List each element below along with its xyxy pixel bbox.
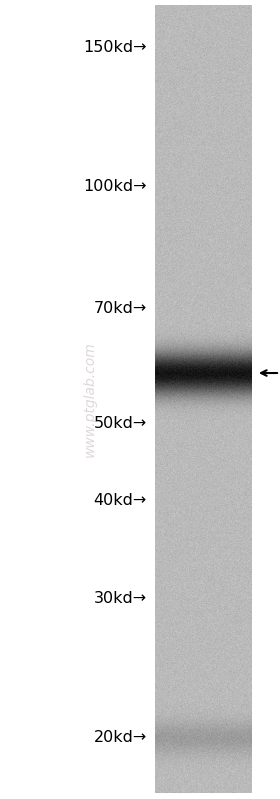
Text: 70kd→: 70kd→: [94, 301, 147, 316]
Text: 40kd→: 40kd→: [94, 493, 147, 507]
Text: www.ptglab.com: www.ptglab.com: [83, 342, 97, 457]
Text: 150kd→: 150kd→: [83, 40, 147, 55]
Text: 100kd→: 100kd→: [83, 179, 147, 194]
Text: 50kd→: 50kd→: [94, 416, 147, 431]
Text: 20kd→: 20kd→: [94, 729, 147, 745]
Text: 30kd→: 30kd→: [94, 591, 147, 606]
